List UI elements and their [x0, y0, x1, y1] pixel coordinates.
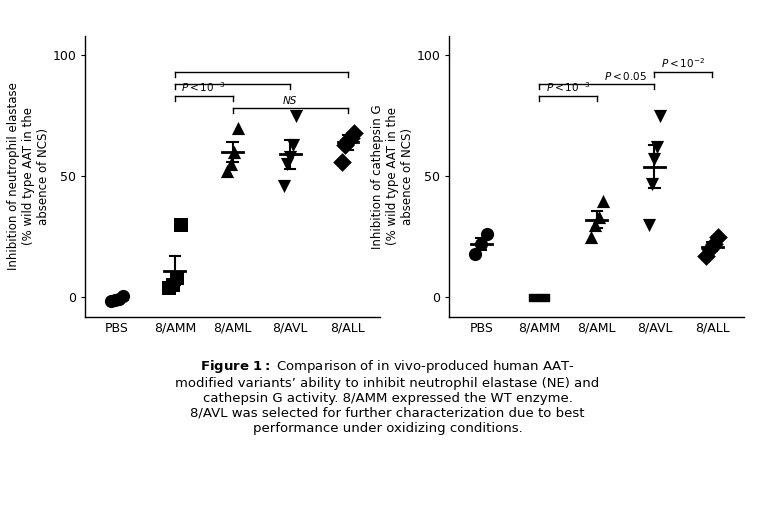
Point [345, 133, 357, 142]
Point [654, 111, 666, 120]
Point [708, 240, 721, 248]
Point [592, 214, 604, 222]
Point [105, 297, 118, 305]
Point [232, 124, 244, 132]
Point [290, 111, 302, 120]
Point [646, 179, 658, 188]
Point [704, 245, 717, 253]
Point [163, 284, 175, 292]
Y-axis label: Inhibition of cathepsin G
(% wild type AAT in the
absence of NCS): Inhibition of cathepsin G (% wild type A… [370, 104, 414, 249]
Text: Anti-cathepsin G activity
+N-chlorosuccinimide: Anti-cathepsin G activity +N-chlorosucci… [384, 0, 539, 2]
Point [642, 221, 655, 229]
Point [281, 160, 294, 168]
Point [475, 240, 487, 248]
Point [284, 153, 297, 161]
Text: Anti-neutrophil elastase activity +N-
chlorosuccinimide: Anti-neutrophil elastase activity +N- ch… [20, 0, 249, 2]
Point [711, 233, 724, 241]
Point [170, 274, 183, 282]
Point [701, 252, 713, 260]
Text: $P < 10^{-3}$: $P < 10^{-3}$ [546, 80, 590, 94]
Point [596, 196, 608, 204]
Point [228, 148, 240, 156]
Point [336, 158, 349, 166]
Point [339, 141, 351, 149]
Point [112, 294, 125, 303]
Point [174, 221, 187, 229]
Point [649, 155, 661, 164]
Point [167, 281, 179, 289]
Point [589, 221, 601, 229]
Text: $P < 0.05$: $P < 0.05$ [604, 70, 647, 82]
Point [585, 233, 598, 241]
Text: $P < 10^{-2}$: $P < 10^{-2}$ [661, 56, 705, 69]
Point [116, 292, 129, 300]
Text: $P < 10^{-3}$: $P < 10^{-3}$ [181, 80, 226, 94]
Point [109, 296, 121, 304]
Point [347, 129, 360, 137]
Y-axis label: Inhibition of neutrophil elastase
(% wild type AAT in the
absence of NCS): Inhibition of neutrophil elastase (% wil… [6, 82, 50, 270]
Text: $\bf{Figure\ 1:}$ Comparison of in vivo-produced human AAT-
modified variants’ a: $\bf{Figure\ 1:}$ Comparison of in vivo-… [175, 358, 600, 435]
Point [278, 182, 291, 190]
Point [480, 230, 493, 239]
Text: NS: NS [283, 96, 298, 106]
Point [225, 160, 237, 168]
Point [221, 168, 233, 176]
Point [651, 143, 663, 151]
Point [342, 136, 354, 144]
Point [470, 250, 482, 258]
Point [287, 141, 299, 149]
